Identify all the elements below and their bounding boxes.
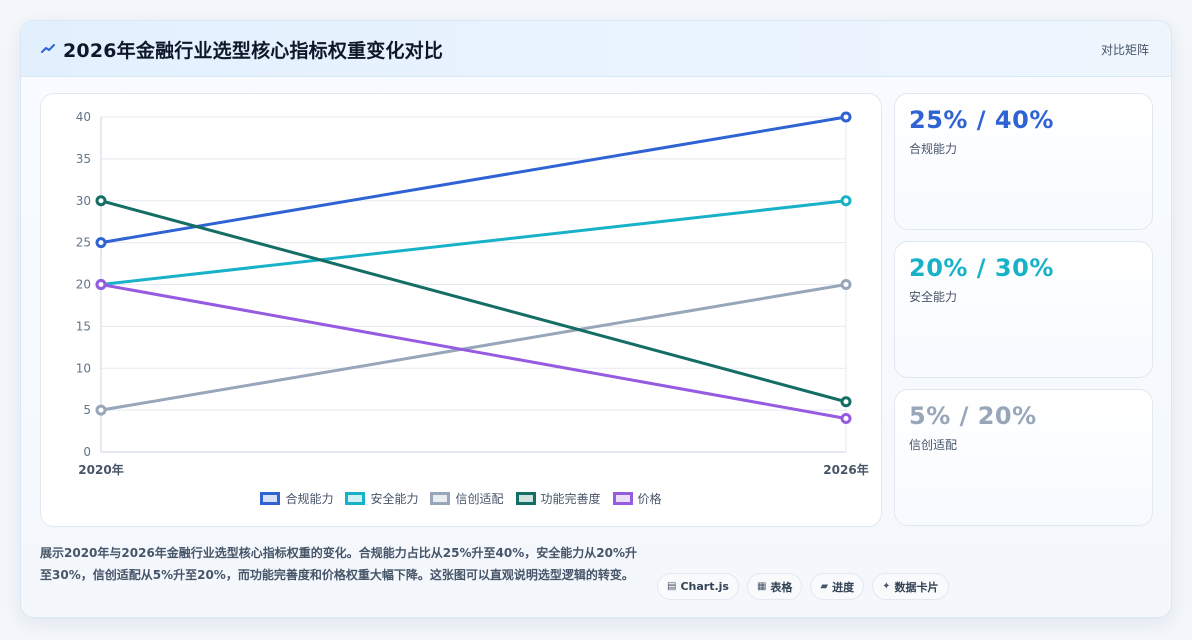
- chart-card: 2026年金融行业选型核心指标权重变化对比 对比矩阵 0 5 10 15 20 25 30 3…: [20, 20, 1172, 618]
- data-point: [840, 111, 852, 123]
- legend-label: 安全能力: [370, 491, 419, 506]
- legend-swatch: [260, 491, 281, 505]
- series-line: [100, 283, 847, 420]
- card-header: 2026年金融行业选型核心指标权重变化对比 对比矩阵: [21, 21, 1171, 77]
- y-tick-label: 5: [83, 403, 91, 417]
- trend-icon: [41, 44, 55, 53]
- y-tick-label: 10: [76, 361, 91, 375]
- y-tick-label: 30: [76, 194, 91, 208]
- y-tick-label: 15: [76, 319, 91, 333]
- legend-swatch: [345, 491, 366, 505]
- line-chart: 0 5 10 15 20 25 30 35 40 2020年 2026年: [76, 110, 869, 477]
- y-tick-label: 35: [76, 152, 91, 166]
- legend-item[interactable]: 信创适配: [430, 488, 504, 508]
- stat-label: 信创适配: [909, 438, 958, 452]
- stat-value: 20% / 30%: [909, 254, 1054, 282]
- legend-label: 信创适配: [455, 491, 504, 506]
- stat-card-xinchuang: 5% / 20% 信创适配: [894, 389, 1153, 526]
- sparkle-icon: ✦: [882, 581, 891, 592]
- legend-label: 功能完善度: [540, 491, 601, 506]
- legend-item[interactable]: 价格: [612, 488, 662, 508]
- progress-icon: ▰: [820, 581, 829, 592]
- y-tick-label: 0: [83, 445, 91, 459]
- legend-label: 合规能力: [285, 491, 334, 506]
- series-line: [100, 283, 847, 412]
- legend-label: 价格: [637, 491, 662, 506]
- data-point: [840, 279, 852, 290]
- tag-label: Chart.js: [680, 580, 729, 593]
- stat-value: 25% / 40%: [909, 106, 1054, 134]
- tag-label: 表格: [770, 580, 793, 594]
- stat-value: 5% / 20%: [909, 402, 1037, 430]
- y-tick-label: 40: [76, 110, 91, 124]
- x-tick-label: 2026年: [823, 462, 868, 477]
- series-line: [100, 115, 847, 245]
- chart-description: 展示2020年与2026年金融行业选型核心指标权重的变化。合规能力占比从25%升…: [40, 546, 637, 582]
- legend-swatch: [430, 491, 451, 505]
- data-point: [95, 279, 107, 290]
- stat-label: 合规能力: [909, 142, 958, 156]
- chart-panel: 0 5 10 15 20 25 30 35 40 2020年 2026年 合规能力 安全能力 信创适配 功…: [40, 93, 882, 527]
- y-tick-label: 25: [76, 236, 91, 250]
- legend-item[interactable]: 功能完善度: [515, 488, 601, 508]
- series-line: [100, 199, 847, 286]
- page-title: 2026年金融行业选型核心指标权重变化对比: [63, 40, 444, 62]
- legend-item[interactable]: 安全能力: [345, 488, 418, 508]
- stat-label: 安全能力: [909, 290, 958, 304]
- data-point: [840, 413, 852, 424]
- tag-label: 进度: [832, 580, 855, 594]
- tag-progress[interactable]: ▰ 进度: [810, 573, 865, 600]
- tag-list: ▤ Chart.js ▦ 表格 ▰ 进度 ✦ 数据卡片: [657, 573, 949, 600]
- chart-icon: ▤: [667, 581, 677, 592]
- legend-swatch: [515, 491, 536, 505]
- legend-swatch: [612, 491, 633, 505]
- compare-matrix-link[interactable]: 对比矩阵: [1100, 43, 1149, 57]
- data-point: [95, 195, 107, 207]
- data-point: [95, 237, 107, 249]
- data-point: [840, 195, 852, 207]
- stat-card-security: 20% / 30% 安全能力: [894, 241, 1153, 378]
- table-icon: ▦: [756, 581, 767, 592]
- tag-chartjs[interactable]: ▤ Chart.js: [657, 573, 739, 600]
- series-line: [100, 199, 847, 404]
- data-point: [95, 404, 107, 416]
- legend-item[interactable]: 合规能力: [260, 488, 333, 508]
- tag-data-card[interactable]: ✦ 数据卡片: [872, 573, 949, 600]
- tag-label: 数据卡片: [894, 580, 939, 594]
- stat-card-compliance: 25% / 40% 合规能力: [894, 93, 1153, 230]
- data-point: [840, 396, 852, 408]
- chart-legend: 合规能力 安全能力 信创适配 功能完善度 价格: [41, 488, 881, 508]
- tag-table[interactable]: ▦ 表格: [746, 573, 803, 600]
- x-tick-label: 2020年: [78, 462, 123, 477]
- y-tick-label: 20: [76, 278, 91, 292]
